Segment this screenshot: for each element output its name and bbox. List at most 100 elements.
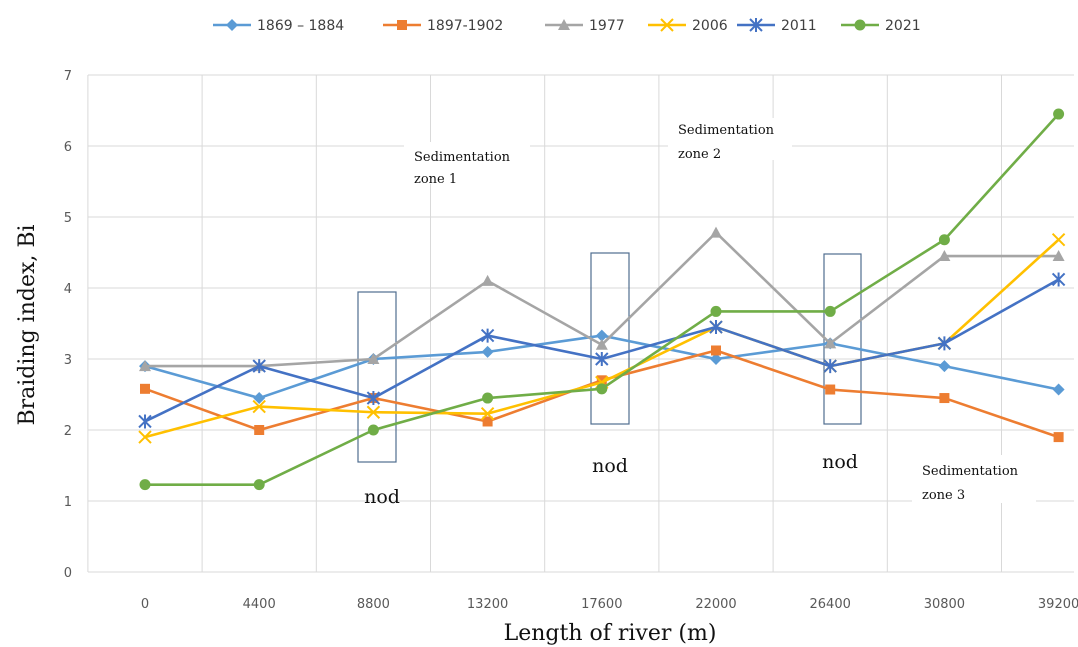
- data-point: [595, 352, 609, 366]
- x-tick-labels: 0 4400 8800 13200 17600 22000 26400 30800 39200: [141, 597, 1078, 612]
- data-point: [138, 414, 152, 429]
- y-tick-label: 0: [64, 566, 72, 581]
- data-point: [480, 328, 495, 343]
- data-point: [938, 360, 951, 373]
- series-2021: [139, 108, 1065, 491]
- legend-swatch-marker: [558, 19, 570, 30]
- legend-swatch-marker: [226, 19, 238, 31]
- series-1977: [139, 226, 1065, 372]
- y-tick-label: 6: [64, 140, 72, 155]
- legend-swatch-marker: [854, 19, 866, 31]
- data-point: [139, 360, 151, 372]
- data-point: [138, 430, 152, 444]
- data-point: [825, 384, 836, 395]
- node-label: nod: [822, 451, 858, 473]
- data-point: [595, 329, 608, 342]
- x-axis-title: Length of river (m): [504, 621, 717, 646]
- data-point: [939, 393, 950, 404]
- annotation-line: Sedimentation: [678, 123, 775, 138]
- legend-swatch-marker: [660, 18, 674, 32]
- legend-label: 1977: [589, 18, 625, 34]
- data-point: [366, 405, 381, 419]
- data-point: [366, 391, 381, 406]
- annotation-background: [912, 455, 1036, 503]
- y-tick-labels: 0 1 2 3 4 5 6 7: [64, 69, 72, 581]
- data-point: [710, 226, 722, 238]
- legend-item: 1977: [545, 18, 625, 34]
- data-point: [253, 479, 265, 491]
- data-point: [481, 274, 494, 286]
- data-point: [938, 250, 951, 262]
- y-tick-label: 4: [64, 282, 72, 297]
- data-point: [709, 320, 723, 335]
- data-point: [1052, 250, 1065, 262]
- annotation-line: zone 1: [414, 172, 457, 187]
- y-tick-label: 1: [64, 495, 72, 510]
- data-point: [824, 305, 836, 317]
- series-2011: [138, 272, 1066, 429]
- data-point: [595, 338, 608, 350]
- data-point: [252, 359, 266, 374]
- x-tick-label: 4400: [243, 597, 276, 612]
- legend-swatch-marker: [749, 18, 763, 32]
- annotation-line: zone 2: [678, 147, 721, 162]
- legend-item: 2021: [841, 18, 921, 34]
- data-point: [710, 353, 722, 365]
- data-point: [480, 406, 495, 421]
- y-tick-label: 2: [64, 424, 72, 439]
- data-point: [1051, 233, 1066, 247]
- node-label: nod: [592, 455, 628, 477]
- annotation-layer: Sedimentation zone 1 Sedimentation zone 2 Se…: [357, 118, 1036, 508]
- x-tick-label: 0: [141, 597, 149, 612]
- data-point: [710, 305, 722, 317]
- data-point: [1053, 108, 1065, 120]
- series-line: [145, 113, 1060, 486]
- annotation-line: Sedimentation: [922, 464, 1019, 479]
- legend-label: 2011: [781, 18, 817, 34]
- data-point: [1051, 272, 1066, 287]
- y-axis-title: Braiding index, Bi: [15, 224, 40, 425]
- data-point: [481, 345, 494, 358]
- y-tick-label: 3: [64, 353, 72, 368]
- legend-swatch-marker: [397, 20, 407, 30]
- annotation-line: Sedimentation: [414, 150, 511, 165]
- legend-item: 1869 – 1884: [213, 18, 344, 34]
- data-point: [252, 399, 266, 414]
- data-point: [937, 336, 952, 351]
- legend-label: 1897-1902: [427, 18, 503, 34]
- x-tick-label: 39200: [1038, 597, 1078, 612]
- data-point: [596, 383, 608, 395]
- y-tick-label: 5: [64, 211, 72, 226]
- legend-item: 1897-1902: [383, 18, 503, 34]
- data-point: [824, 337, 837, 349]
- node-box: [357, 291, 397, 463]
- series-line: [144, 278, 1060, 423]
- annotation-line: zone 3: [922, 488, 965, 503]
- data-point: [711, 345, 721, 356]
- data-point: [482, 392, 494, 404]
- y-tick-label: 7: [64, 69, 72, 84]
- data-point: [596, 375, 607, 386]
- legend-item: 2006: [648, 18, 728, 34]
- data-point: [482, 416, 493, 427]
- data-point: [823, 359, 837, 374]
- x-tick-label: 22000: [695, 597, 736, 612]
- data-point: [254, 425, 265, 435]
- series-layer: [138, 108, 1066, 491]
- data-point: [938, 234, 950, 246]
- legend-label: 2006: [692, 18, 728, 34]
- x-tick-label: 26400: [810, 597, 851, 612]
- annotation-background: [668, 118, 792, 160]
- data-point: [139, 479, 151, 491]
- data-point: [367, 353, 380, 364]
- node-label: nod: [364, 486, 400, 508]
- data-point: [1053, 432, 1064, 443]
- legend-label: 1869 – 1884: [257, 18, 344, 34]
- x-tick-label: 8800: [357, 597, 390, 612]
- data-point: [140, 383, 150, 394]
- x-tick-label: 17600: [581, 597, 622, 612]
- data-point: [367, 424, 379, 436]
- x-tick-label: 30800: [924, 597, 965, 612]
- legend-item: 2011: [737, 18, 817, 34]
